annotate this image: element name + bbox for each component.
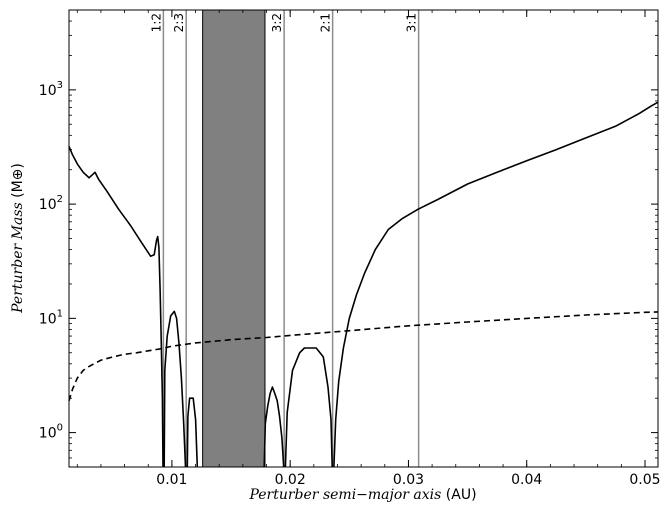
resonance-lines: 1:2 2:3 3:2 2:1 3:1 — [149, 10, 420, 467]
y-tick-label: 100 — [39, 423, 63, 442]
solid-series-segment-3 — [263, 386, 285, 468]
shaded-region — [202, 9, 266, 468]
x-tick-label: 0.04 — [511, 472, 542, 488]
plot-area: 1:2 2:3 3:2 2:1 3:1 0.01 0.02 0.03 0.04 0.05 100 1… — [39, 9, 661, 488]
dashed-series-segment-0 — [68, 311, 659, 402]
resonance-label-3-1: 3:1 — [405, 13, 419, 32]
resonance-label-2-3: 2:3 — [172, 13, 186, 32]
y-tick-label: 103 — [39, 80, 63, 99]
y-tick-label: 102 — [39, 194, 63, 213]
y-axis-title: Perturber Mass (M⊕) — [10, 163, 26, 314]
x-tick-label: 0.03 — [393, 472, 424, 488]
solid-series-segment-4 — [284, 347, 333, 468]
solid-series-segment-5 — [333, 101, 659, 468]
solid-series-segment-0 — [68, 146, 164, 468]
resonance-label-1-2: 1:2 — [149, 13, 163, 32]
x-tick-label: 0.05 — [629, 472, 660, 488]
solid-series-segment-2 — [186, 397, 199, 468]
y-axis-title-text: Perturber Mass — [10, 202, 26, 314]
x-tick-label: 0.02 — [275, 472, 306, 488]
x-axis-title: Perturber semi−major axis (AU) — [248, 487, 476, 503]
x-axis-title-text: Perturber semi−major axis — [248, 487, 441, 503]
solid-series-segment-1 — [163, 310, 187, 468]
ticks-group: 0.01 0.02 0.03 0.04 0.05 100 101 102 103 — [39, 9, 661, 488]
y-tick-label: 101 — [39, 308, 63, 327]
series-group — [68, 101, 659, 468]
axes-background — [69, 10, 658, 467]
y-axis-title-unit: (M⊕) — [10, 163, 26, 202]
resonance-label-2-1: 2:1 — [319, 13, 333, 32]
x-axis-title-unit: (AU) — [441, 487, 476, 503]
resonance-label-3-2: 3:2 — [270, 13, 284, 32]
x-tick-label: 0.01 — [156, 472, 187, 488]
